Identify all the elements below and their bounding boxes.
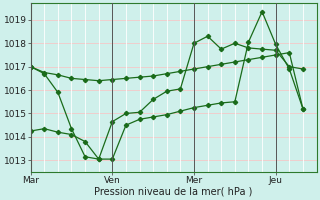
X-axis label: Pression niveau de la mer( hPa ): Pression niveau de la mer( hPa ) xyxy=(94,187,253,197)
